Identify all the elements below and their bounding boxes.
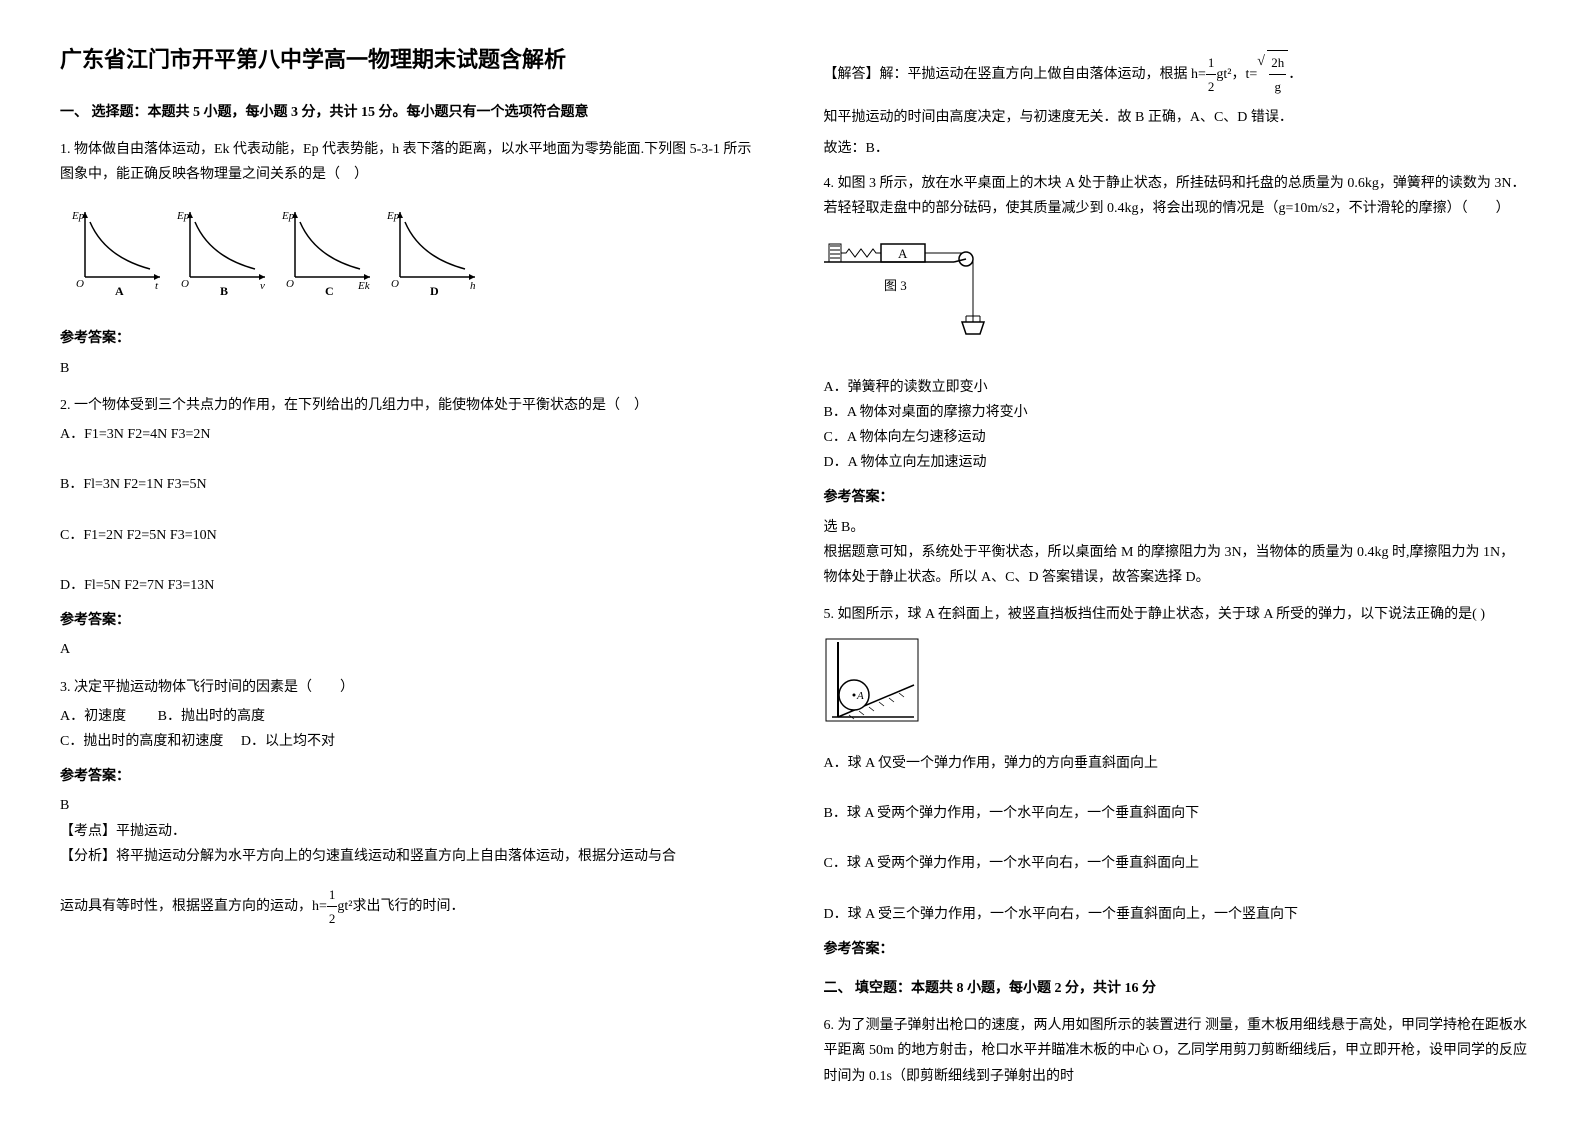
q3-jieda: 【解答】解：平抛运动在竖直方向上做自由落体运动，根据 h=12gt²，t=2hg…: [824, 50, 1528, 99]
question-3: 3. 决定平抛运动物体飞行时间的因素是（ ） A．初速度 B．抛出时的高度 C．…: [60, 675, 764, 931]
q5-answer-label: 参考答案：: [824, 937, 1528, 962]
q3-kaodian-text: 平抛运动．: [116, 824, 186, 839]
question-4: 4. 如图 3 所示，放在水平桌面上的木块 A 处于静止状态，所挂砝码和托盘的总…: [824, 171, 1528, 590]
q2-opt-b: B．Fl=3N F2=1N F3=5N: [60, 472, 764, 497]
q4-opt-c: C．A 物体向左匀速移运动: [824, 425, 1528, 450]
q3-kaodian-label: 【考点】: [60, 824, 116, 839]
q3-answer-label: 参考答案：: [60, 764, 764, 789]
svg-text:v: v: [260, 280, 265, 292]
q3-options: A．初速度 B．抛出时的高度 C．抛出时的高度和初速度 D．以上均不对: [60, 704, 764, 754]
sqrt-expr: 2hg: [1257, 67, 1288, 82]
question-5: 5. 如图所示，球 A 在斜面上，被竖直挡板挡住而处于静止状态，关于球 A 所受…: [824, 602, 1528, 962]
q5-diagram: A: [824, 637, 924, 727]
right-column: 【解答】解：平抛运动在竖直方向上做自由落体运动，根据 h=12gt²，t=2hg…: [824, 40, 1528, 1082]
question-6: 6. 为了测量子弹射出枪口的速度，两人用如图所示的装置进行 测量，重木板用细线悬…: [824, 1013, 1528, 1089]
svg-text:O: O: [391, 278, 399, 290]
q2-stem: 2. 一个物体受到三个共点力的作用，在下列给出的几组力中，能使物体处于平衡状态的…: [60, 393, 764, 418]
svg-text:A: A: [115, 284, 124, 297]
question-1: 1. 物体做自由落体运动，Ek 代表动能，Ep 代表势能，h 表下落的距离，以水…: [60, 137, 764, 381]
svg-text:Ep: Ep: [71, 210, 85, 222]
q4-explain: 根据题意可知，系统处于平衡状态，所以桌面给 M 的摩擦阻力为 3N，当物体的质量…: [824, 540, 1528, 590]
q5-opt-a: A．球 A 仅受一个弹力作用，弹力的方向垂直斜面向上: [824, 751, 1528, 776]
q4-options: A．弹簧秤的读数立即变小 B．A 物体对桌面的摩擦力将变小 C．A 物体向左匀速…: [824, 375, 1528, 476]
q3-opt-d: D．以上均不对: [241, 734, 335, 749]
q2-answer-label: 参考答案：: [60, 608, 764, 633]
q4-stem: 4. 如图 3 所示，放在水平桌面上的木块 A 处于静止状态，所挂砝码和托盘的总…: [824, 171, 1528, 221]
svg-text:Ep: Ep: [281, 210, 295, 222]
q3-fenxi-text: 将平抛运动分解为水平方向上的匀速直线运动和竖直方向上自由落体运动，根据分运动与合: [116, 849, 676, 864]
q3-jieda3: 故选：B．: [824, 136, 1528, 161]
svg-text:t: t: [155, 280, 159, 292]
q3-jieda-post: ．: [1288, 67, 1302, 82]
q1-answer: B: [60, 356, 764, 381]
section2-header: 二、 填空题：本题共 8 小题，每小题 2 分，共计 16 分: [824, 976, 1528, 1001]
q1-answer-label: 参考答案：: [60, 326, 764, 351]
question-2: 2. 一个物体受到三个共点力的作用，在下列给出的几组力中，能使物体处于平衡状态的…: [60, 393, 764, 663]
q3-jieda2: 知平抛运动的时间由高度决定，与初速度无关．故 B 正确，A、C、D 错误．: [824, 105, 1528, 130]
q2-opt-d: D．Fl=5N F2=7N F3=13N: [60, 573, 764, 598]
fraction-half: 12: [327, 883, 338, 931]
q4-opt-b: B．A 物体对桌面的摩擦力将变小: [824, 400, 1528, 425]
q3-opt-c: C．抛出时的高度和初速度: [60, 734, 223, 749]
q3-fenxi2-post: gt²求出飞行的时间．: [337, 899, 464, 914]
q3-stem: 3. 决定平抛运动物体飞行时间的因素是（ ）: [60, 675, 764, 700]
q3-fenxi2: 运动具有等时性，根据竖直方向的运动，h=12gt²求出飞行的时间．: [60, 883, 764, 931]
svg-text:O: O: [286, 278, 294, 290]
q4-diagram: A 图 3: [824, 232, 1004, 352]
q5-options: A．球 A 仅受一个弹力作用，弹力的方向垂直斜面向上 B．球 A 受两个弹力作用…: [824, 751, 1528, 927]
q3-opt-a: A．初速度: [60, 709, 126, 724]
q4-opt-a: A．弹簧秤的读数立即变小: [824, 375, 1528, 400]
q4-answer-label: 参考答案：: [824, 485, 1528, 510]
q5-opt-c: C．球 A 受两个弹力作用，一个水平向右，一个垂直斜面向上: [824, 851, 1528, 876]
svg-text:Ep: Ep: [386, 210, 400, 222]
q3-fenxi2-pre: 运动具有等时性，根据竖直方向的运动，h=: [60, 899, 327, 914]
q4-opt-d: D．A 物体立向左加速运动: [824, 450, 1528, 475]
q3-fenxi-label: 【分析】: [60, 849, 116, 864]
q2-opt-a: A．F1=3N F2=4N F3=2N: [60, 422, 764, 447]
svg-text:h: h: [470, 280, 476, 292]
q2-opt-c: C．F1=2N F2=5N F3=10N: [60, 523, 764, 548]
svg-text:C: C: [325, 284, 334, 297]
q5-stem: 5. 如图所示，球 A 在斜面上，被竖直挡板挡住而处于静止状态，关于球 A 所受…: [824, 602, 1528, 627]
svg-text:O: O: [181, 278, 189, 290]
svg-text:B: B: [220, 284, 228, 297]
q3-jieda-pre: 解：平抛运动在竖直方向上做自由落体运动，根据 h=: [880, 67, 1206, 82]
fraction-half-2: 12: [1206, 51, 1217, 99]
svg-text:D: D: [430, 284, 439, 297]
page-title: 广东省江门市开平第八中学高一物理期末试题含解析: [60, 40, 764, 80]
q3-jieda-mid: gt²，t=: [1216, 67, 1257, 82]
q6-stem: 6. 为了测量子弹射出枪口的速度，两人用如图所示的装置进行 测量，重木板用细线悬…: [824, 1013, 1528, 1089]
svg-text:图 3: 图 3: [884, 278, 907, 293]
svg-text:O: O: [76, 278, 84, 290]
q1-diagram: Ep O t A Ep O v B: [60, 197, 480, 297]
q5-opt-d: D．球 A 受三个弹力作用，一个水平向右，一个垂直斜面向上，一个竖直向下: [824, 902, 1528, 927]
left-column: 广东省江门市开平第八中学高一物理期末试题含解析 一、 选择题：本题共 5 小题，…: [60, 40, 764, 1082]
q4-answer: 选 B。: [824, 515, 1528, 540]
svg-text:Ek: Ek: [357, 280, 371, 292]
q3-fenxi: 【分析】将平抛运动分解为水平方向上的匀速直线运动和竖直方向上自由落体运动，根据分…: [60, 844, 764, 869]
q5-opt-b: B．球 A 受两个弹力作用，一个水平向左，一个垂直斜面向下: [824, 801, 1528, 826]
q2-options: A．F1=3N F2=4N F3=2N B．Fl=3N F2=1N F3=5N …: [60, 422, 764, 598]
q3-kaodian: 【考点】平抛运动．: [60, 819, 764, 844]
section1-header: 一、 选择题：本题共 5 小题，每小题 3 分，共计 15 分。每小题只有一个选…: [60, 100, 764, 125]
svg-text:A: A: [856, 690, 864, 702]
svg-text:A: A: [898, 246, 908, 261]
q3-jieda-label: 【解答】: [824, 67, 880, 82]
q2-answer: A: [60, 637, 764, 662]
q3-opt-b: B．抛出时的高度: [158, 709, 265, 724]
svg-text:Ep: Ep: [176, 210, 190, 222]
q1-stem: 1. 物体做自由落体运动，Ek 代表动能，Ep 代表势能，h 表下落的距离，以水…: [60, 137, 764, 187]
q3-answer: B: [60, 793, 764, 818]
